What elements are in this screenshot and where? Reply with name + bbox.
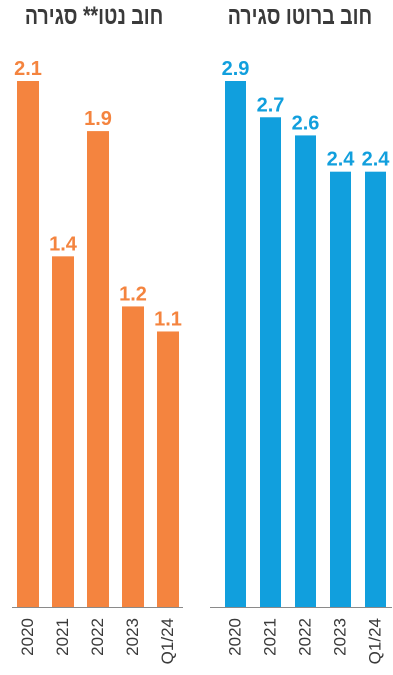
gross-debt-value-label: 2.4: [327, 149, 356, 171]
net-debt-x-tick-label: Q1/24: [158, 618, 177, 664]
gross-debt-x-tick-label: 2023: [331, 618, 350, 656]
net-debt-value-label: 1.9: [84, 108, 112, 130]
net-debt-value-label: 1.2: [119, 283, 147, 305]
net-debt-x-tick-label: 2021: [53, 618, 72, 656]
net-debt-x-tick-label: 2020: [18, 618, 37, 656]
gross-debt-value-label: 2.4: [362, 149, 391, 171]
net-debt-chart-title: חוב נטו** סגירה: [24, 2, 164, 30]
net-debt-bar-2021: [52, 256, 74, 607]
gross-debt-bar-2021: [260, 117, 281, 607]
gross-debt-bar-2020: [225, 81, 246, 607]
net-debt-x-tick-label: 2023: [123, 618, 142, 656]
gross-debt-value-label: 2.9: [222, 58, 250, 80]
gross-debt-bar-2023: [330, 171, 351, 608]
net-debt-value-label: 2.1: [14, 58, 42, 80]
gross-debt-value-label: 2.7: [257, 94, 285, 116]
gross-debt-bar-Q1/24: [365, 171, 386, 608]
gross-debt-chart-title: חוב ברוטו סגירה: [227, 2, 373, 30]
gross-debt-x-tick-label: 2021: [261, 618, 280, 656]
net-debt-value-label: 1.1: [154, 308, 182, 330]
net-debt-bar-2020: [17, 81, 39, 607]
net-debt-bar-2023: [122, 306, 144, 607]
net-debt-bar-2022: [87, 131, 109, 607]
gross-debt-x-tick-label: Q1/24: [366, 618, 385, 664]
net-debt-bar-Q1/24: [157, 331, 179, 607]
net-debt-value-label: 1.4: [49, 233, 78, 255]
gross-debt-x-tick-label: 2022: [296, 618, 315, 656]
gross-debt-value-label: 2.6: [292, 112, 320, 134]
gross-debt-bar-2022: [295, 135, 316, 607]
net-debt-x-tick-label: 2022: [88, 618, 107, 656]
gross-debt-x-tick-label: 2020: [226, 618, 245, 656]
